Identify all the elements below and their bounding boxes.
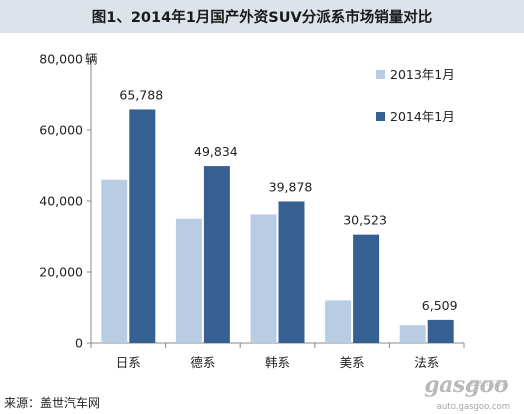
bar-2013 <box>175 218 202 343</box>
bar-2014 <box>353 234 380 343</box>
data-label: 49,834 <box>194 144 238 159</box>
y-tick-label: 60,000 <box>39 123 83 138</box>
y-axis-unit: 辆 <box>85 52 98 67</box>
bar-2014 <box>129 109 156 343</box>
y-tick-label: 40,000 <box>39 194 83 209</box>
bar-2013 <box>101 179 128 343</box>
chart-title: 图1、2014年1月国产外资SUV分派系市场销量对比 <box>91 10 433 26</box>
watermark-tagline: 盖世汽车资讯 <box>469 379 508 387</box>
bar-2014 <box>278 201 305 343</box>
watermark-url: auto.gasgoo.com <box>436 402 510 412</box>
bar-2013 <box>399 325 426 343</box>
data-label: 30,523 <box>343 213 387 228</box>
legend-swatch <box>376 70 385 79</box>
legend-swatch <box>376 112 385 121</box>
y-tick-label: 20,000 <box>39 265 83 280</box>
data-label: 6,509 <box>422 298 458 313</box>
x-tick-label: 韩系 <box>265 355 290 370</box>
y-tick-label: 0 <box>75 336 83 351</box>
y-tick-label: 80,000 <box>39 52 83 67</box>
x-tick-label: 美系 <box>340 355 365 370</box>
x-tick-label: 法系 <box>414 355 439 370</box>
data-label: 65,788 <box>119 87 163 102</box>
source-note: 来源：盖世汽车网 <box>4 396 101 410</box>
legend-label: 2013年1月 <box>390 67 455 82</box>
data-label: 39,878 <box>269 179 313 194</box>
x-tick-label: 日系 <box>116 355 141 370</box>
bar-2014 <box>203 166 230 343</box>
bar-2014 <box>427 319 454 343</box>
bar-2013 <box>325 300 352 343</box>
bar-2013 <box>250 214 277 343</box>
x-tick-label: 德系 <box>190 355 215 370</box>
chart-title-bar: 图1、2014年1月国产外资SUV分派系市场销量对比 <box>0 0 524 33</box>
watermark: 盖世汽车资讯 gasgoo auto.gasgoo.com <box>404 372 514 412</box>
legend-label: 2014年1月 <box>390 109 455 124</box>
watermark-logo: gasgoo <box>424 372 508 398</box>
